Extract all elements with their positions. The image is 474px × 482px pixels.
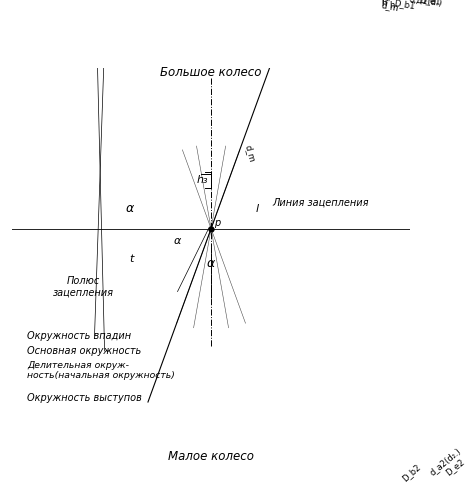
- Text: h": h": [381, 0, 391, 8]
- Text: h₃: h₃: [197, 174, 208, 185]
- Text: d,д1(d.): d,д1(d.): [408, 0, 442, 8]
- Text: h': h': [381, 0, 389, 6]
- Text: Окружность выступов: Окружность выступов: [27, 393, 142, 403]
- Text: Делительная окруж-
ность(начальная окружность): Делительная окруж- ность(начальная окруж…: [27, 361, 175, 380]
- Text: Полюс
зацепления: Полюс зацепления: [53, 276, 114, 298]
- Text: Малое колесо: Малое колесо: [168, 451, 254, 464]
- Text: Основная окружность: Основная окружность: [27, 347, 142, 356]
- Text: α: α: [207, 257, 215, 270]
- Text: Большое колесо: Большое колесо: [160, 66, 262, 79]
- Text: α: α: [173, 236, 181, 246]
- Text: D_e1: D_e1: [419, 0, 441, 6]
- Text: D_b1: D_b1: [393, 0, 416, 10]
- Text: d_a2(d₂.): d_a2(d₂.): [428, 446, 462, 477]
- Text: р: р: [214, 218, 221, 228]
- Text: d_m: d_m: [243, 144, 256, 163]
- Text: t: t: [130, 254, 134, 264]
- Text: l: l: [255, 204, 259, 214]
- Text: D_e2: D_e2: [443, 457, 465, 477]
- Text: d_m: d_m: [381, 0, 400, 13]
- Text: h: h: [390, 1, 395, 10]
- Text: D_b2: D_b2: [400, 462, 422, 482]
- Text: Окружность впадин: Окружность впадин: [27, 331, 132, 341]
- Text: α: α: [126, 202, 134, 215]
- Text: Линия зацепления: Линия зацепления: [272, 197, 369, 207]
